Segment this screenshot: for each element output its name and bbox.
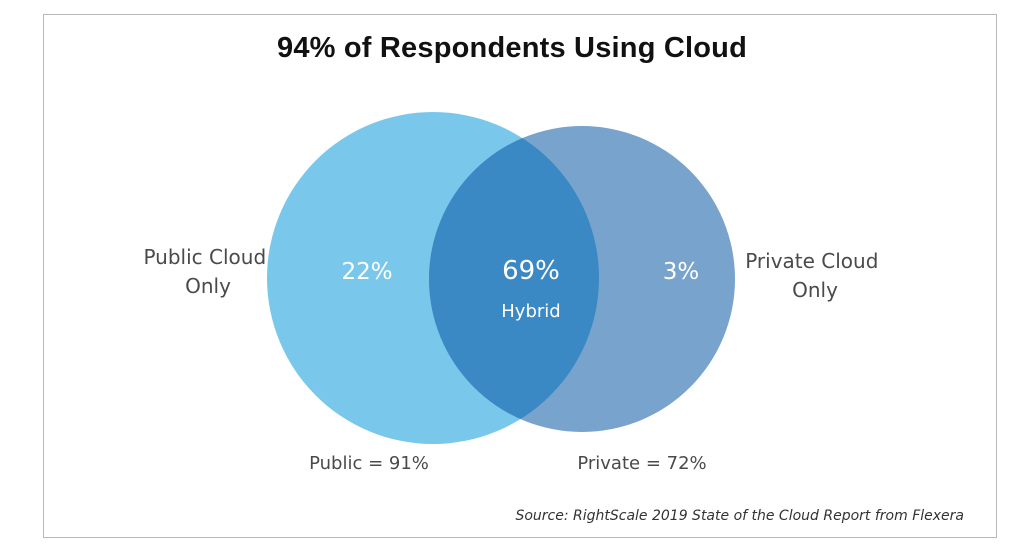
public-total-label: Public = 91%: [309, 453, 429, 474]
public-only-value: 22%: [341, 259, 392, 285]
private-only-value: 3%: [663, 259, 700, 285]
hybrid-value: 69%: [502, 256, 560, 286]
public-only-label-line2: Only: [185, 274, 231, 298]
private-only-label-line2: Only: [792, 278, 838, 302]
hybrid-overlap: [429, 126, 599, 432]
source-note: Source: RightScale 2019 State of the Clo…: [515, 508, 964, 524]
chart-title: 94% of Respondents Using Cloud: [276, 32, 748, 64]
hybrid-label: Hybrid: [501, 301, 560, 322]
private-total-label: Private = 72%: [577, 453, 706, 474]
public-only-label: Public Cloud Only: [143, 245, 272, 298]
private-only-label-line1: Private Cloud: [745, 249, 878, 273]
public-only-label-line1: Public Cloud: [143, 245, 266, 269]
private-only-label: Private Cloud Only: [745, 249, 885, 302]
